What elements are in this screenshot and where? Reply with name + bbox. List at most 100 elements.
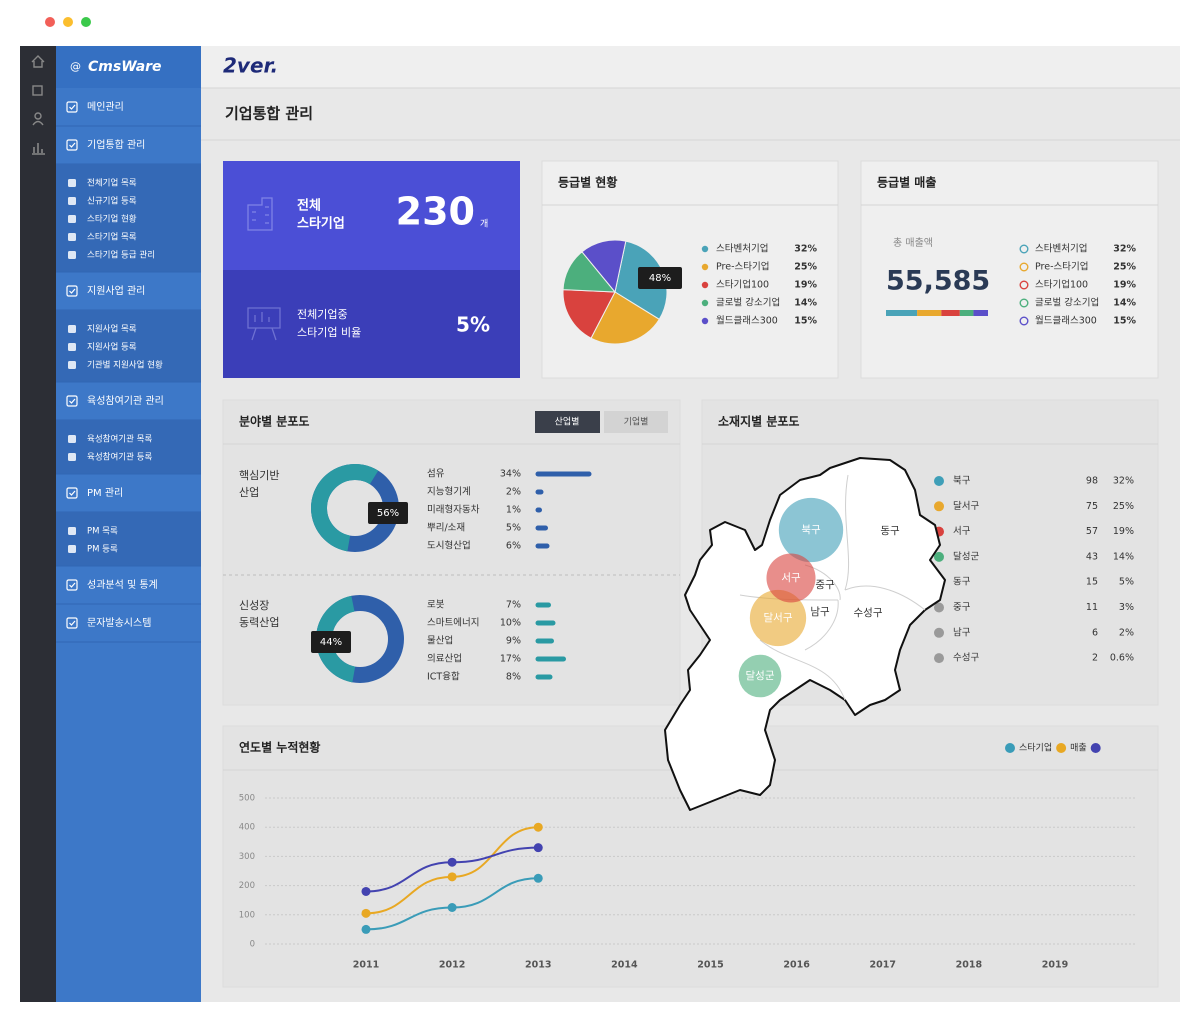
tab-active[interactable]: [535, 411, 600, 433]
menu-item[interactable]: 육성참여기관 관리: [87, 395, 164, 407]
legend-label: 스타벤처기업: [716, 243, 768, 255]
submenu-item[interactable]: 지원사업 목록: [87, 325, 137, 335]
submenu: [56, 512, 201, 566]
x-tick-label: 2019: [1042, 960, 1068, 971]
region-count: 57: [1086, 526, 1098, 537]
ratio-value: 5%: [456, 313, 490, 337]
district-borders: [739, 474, 926, 701]
x-tick-label: 2014: [611, 960, 638, 971]
check: [69, 620, 76, 626]
legend-swatch: [1019, 298, 1029, 308]
submenu-item[interactable]: 신규기업 등록: [87, 197, 137, 207]
summary-label: 전체: [297, 198, 321, 214]
menu-item[interactable]: 기업통합 관리: [87, 138, 145, 151]
item-label: 의료산업: [427, 653, 462, 665]
building-icon: [247, 197, 273, 231]
legend-label: 스타기업100: [1035, 279, 1088, 291]
submenu-item[interactable]: 스타기업 등급 관리: [87, 250, 155, 261]
legend-value: 25%: [1113, 262, 1136, 273]
top-header: [201, 46, 1180, 88]
region-name: 남구: [953, 627, 971, 638]
logo[interactable]: 2ver.: [223, 54, 278, 78]
item-value: 34%: [500, 469, 521, 480]
tab-label[interactable]: 기업별: [624, 417, 649, 428]
checkbox: [66, 579, 78, 591]
sub-checkbox: [68, 233, 76, 241]
point: [447, 872, 457, 882]
icon-bar: [20, 46, 56, 1002]
region-bubble: [738, 654, 782, 698]
y-tick-label: 500: [239, 794, 255, 804]
region-pct: 19%: [1113, 526, 1134, 537]
point: [533, 843, 543, 853]
submenu-item[interactable]: 전체기업 목록: [87, 178, 137, 189]
sub-checkbox: [68, 527, 76, 535]
chart-title: 연도별 누적현황: [239, 740, 320, 755]
legend-label: 스타벤처기업: [1035, 243, 1087, 255]
doc-icon[interactable]: [32, 85, 43, 96]
submenu-item[interactable]: PM 등록: [87, 545, 118, 555]
sub-checkbox: [68, 251, 76, 259]
stacked-segment: [959, 310, 974, 316]
menu-item[interactable]: 메인관리: [87, 101, 124, 113]
stats-icon[interactable]: [32, 143, 45, 155]
region-name: 수성구: [953, 653, 979, 664]
window-minimize: [63, 17, 73, 27]
submenu-item[interactable]: 육성참여기관 목록: [87, 434, 152, 445]
region-count: 15: [1086, 577, 1098, 588]
submenu-item[interactable]: 지원사업 등록: [87, 343, 137, 353]
brand-bar: [56, 46, 201, 88]
submenu-item[interactable]: PM 목록: [87, 527, 118, 537]
legend-swatch: [701, 263, 709, 271]
legend-value: 14%: [1113, 298, 1136, 309]
submenu-item[interactable]: 스타기업 현황: [87, 214, 137, 225]
legend-label: Pre-스타기업: [1035, 261, 1089, 273]
bubble-label: 북구: [801, 524, 821, 536]
legend-swatch: [1019, 316, 1029, 326]
submenu: [56, 164, 201, 272]
submenu-item[interactable]: 스타기업 목록: [87, 233, 137, 243]
check: [69, 288, 76, 294]
submenu-item[interactable]: 육성참여기관 등록: [87, 452, 152, 463]
stacked-segment: [917, 310, 942, 316]
brand: CmsWare: [88, 59, 162, 75]
item-value: 9%: [506, 636, 521, 647]
user-icon[interactable]: [34, 112, 42, 120]
group-name: 동력산업: [239, 616, 279, 629]
menu-item[interactable]: 성과분석 및 통계: [87, 579, 158, 591]
submenu: [56, 420, 201, 474]
tab-label[interactable]: 산업별: [555, 417, 580, 428]
home-icon[interactable]: [31, 55, 45, 68]
submenu-item[interactable]: 기관별 지원사업 현황: [87, 360, 163, 371]
menu-item[interactable]: PM 관리: [87, 487, 123, 499]
sub-checkbox: [68, 215, 76, 223]
callout-label: 44%: [320, 637, 342, 648]
region-name: 서구: [953, 526, 971, 537]
legend-label: Pre-스타기업: [716, 261, 770, 273]
legend-label: 글로벌 강소기업: [716, 297, 780, 309]
ratio-label: 스타기업 비율: [297, 326, 361, 339]
region-name: 중구: [953, 602, 971, 613]
legend-value: 25%: [794, 262, 817, 273]
region-pct: 25%: [1113, 501, 1134, 512]
card: [860, 160, 1159, 379]
callout: [638, 267, 682, 289]
region-pct: 0.6%: [1110, 653, 1134, 664]
point: [361, 924, 371, 934]
sub-checkbox: [68, 343, 76, 351]
callout: [368, 502, 408, 524]
legend-label: 월드클래스300: [716, 315, 778, 327]
item-value: 8%: [506, 672, 521, 683]
check: [69, 490, 76, 496]
y-tick-label: 0: [250, 940, 255, 950]
region-swatch: [934, 501, 944, 512]
x-tick-label: 2018: [956, 960, 983, 971]
region-count: 11: [1086, 602, 1098, 613]
tab[interactable]: [604, 411, 668, 433]
menu-item[interactable]: 문자발송시스템: [87, 617, 151, 629]
point: [361, 908, 371, 918]
total-label: 총 매출액: [893, 237, 933, 249]
item-label: 미래형자동차: [427, 504, 480, 516]
region-swatch: [934, 627, 944, 638]
menu-item[interactable]: 지원사업 관리: [87, 284, 145, 297]
